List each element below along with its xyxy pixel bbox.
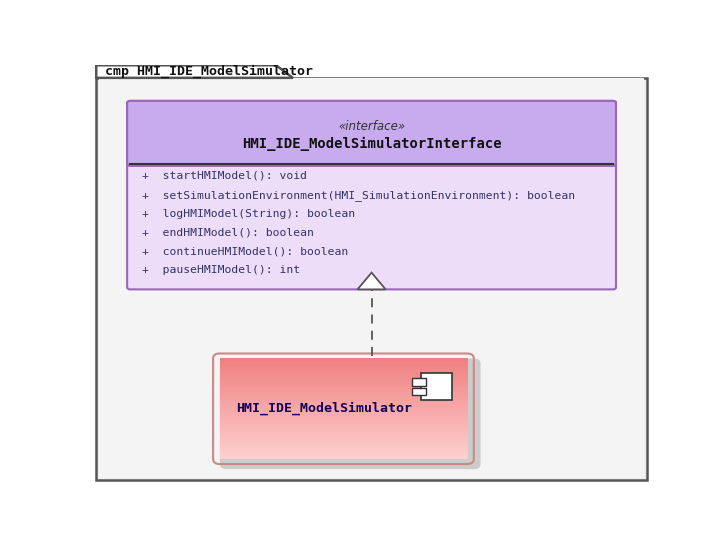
Text: HMI_IDE_ModelSimulatorInterface: HMI_IDE_ModelSimulatorInterface: [241, 137, 502, 151]
Text: +  pauseHMIModel(): int: + pauseHMIModel(): int: [142, 265, 300, 275]
Polygon shape: [357, 273, 386, 289]
FancyBboxPatch shape: [132, 146, 611, 164]
FancyBboxPatch shape: [413, 388, 426, 395]
FancyBboxPatch shape: [127, 101, 616, 289]
Text: +  continueHMIModel(): boolean: + continueHMIModel(): boolean: [142, 246, 349, 257]
FancyBboxPatch shape: [413, 378, 426, 386]
FancyBboxPatch shape: [220, 358, 481, 469]
Polygon shape: [96, 65, 293, 78]
Text: «interface»: «interface»: [338, 120, 405, 133]
Text: HMI_IDE_ModelSimulator: HMI_IDE_ModelSimulator: [236, 402, 412, 416]
Text: cmp HMI_IDE_ModelSimulator: cmp HMI_IDE_ModelSimulator: [104, 65, 312, 78]
Text: +  logHMIModel(String): boolean: + logHMIModel(String): boolean: [142, 209, 355, 219]
Text: +  setSimulationEnvironment(HMI_SimulationEnvironment): boolean: + setSimulationEnvironment(HMI_Simulatio…: [142, 190, 576, 201]
FancyBboxPatch shape: [420, 373, 452, 400]
FancyBboxPatch shape: [127, 101, 616, 166]
FancyBboxPatch shape: [99, 78, 644, 478]
FancyBboxPatch shape: [96, 78, 647, 480]
Text: +  endHMIModel(): boolean: + endHMIModel(): boolean: [142, 227, 314, 238]
Text: +  startHMIModel(): void: + startHMIModel(): void: [142, 171, 307, 181]
